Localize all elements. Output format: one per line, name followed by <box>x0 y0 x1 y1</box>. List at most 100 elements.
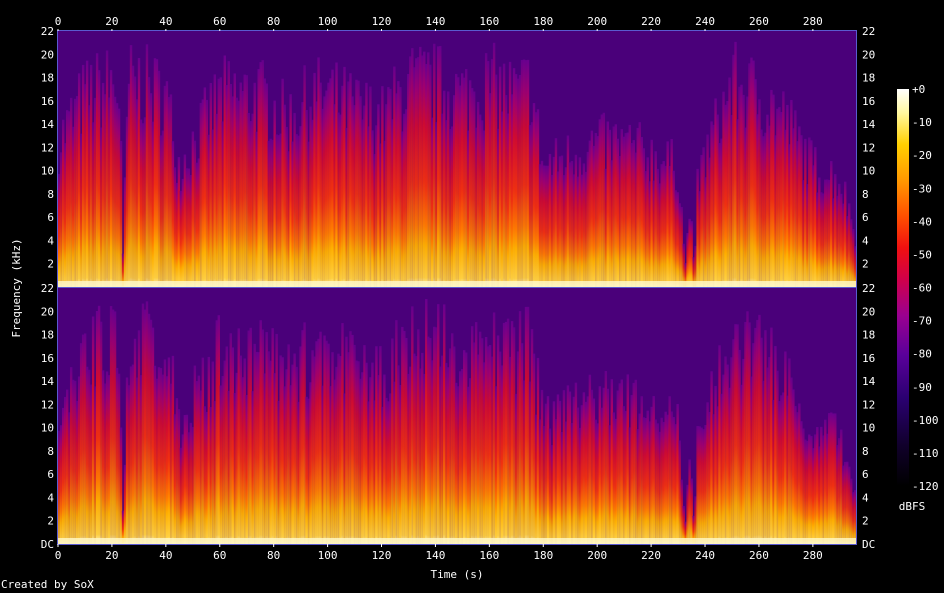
spectrogram-column <box>243 358 246 544</box>
spectrogram-column <box>427 52 430 287</box>
spectrogram-column <box>596 136 600 287</box>
spectrogram-column <box>508 61 512 287</box>
spectrogram-column <box>562 175 566 287</box>
spectrogram-column <box>313 356 316 544</box>
x-tick-label-bottom: 200 <box>587 549 607 562</box>
spectrogram-column <box>498 66 502 287</box>
spectrogram-column <box>564 421 568 544</box>
spectrogram-column <box>373 400 376 544</box>
spectrogram-column <box>738 349 741 544</box>
y-tick-label-left: 2 <box>47 515 54 528</box>
y-tick-label-right: 10 <box>862 165 875 178</box>
colorbar-tick-label: -120 <box>912 480 939 493</box>
spectrogram-column <box>750 57 753 287</box>
spectrogram-column <box>754 327 757 544</box>
spectrogram-column <box>608 425 612 544</box>
spectrogram-column <box>552 156 556 287</box>
spectrogram-column <box>331 352 334 544</box>
spectrogram-column <box>734 324 737 544</box>
spectrogram-column <box>261 329 264 544</box>
spectrogram-column <box>295 134 298 287</box>
x-tick-label-top: 280 <box>803 15 823 28</box>
spectrogram-column <box>251 113 254 287</box>
spectrogram-column <box>219 77 222 287</box>
spectrogram-column <box>508 356 512 544</box>
spectrogram-column <box>822 435 825 544</box>
x-tick-label-bottom: 0 <box>55 549 62 562</box>
spectrogram-column <box>748 63 751 287</box>
spectrogram-column <box>427 336 430 544</box>
spectrogram-column <box>397 81 400 287</box>
spectrogram-column <box>732 339 735 544</box>
spectrogram-column <box>722 91 725 287</box>
spectrogram-column <box>666 141 669 287</box>
spectrogram-column <box>379 346 382 544</box>
spectrogram-column <box>720 138 723 287</box>
spectrogram-column <box>263 78 266 287</box>
spectrogram-column <box>828 179 831 287</box>
spectrogram-column <box>820 192 823 287</box>
spectrogram-column <box>453 346 456 544</box>
spectrogram-column <box>343 393 346 544</box>
spectrogram-column <box>189 175 193 287</box>
spectrogram-column <box>263 373 266 544</box>
spectrogram-column <box>854 490 856 544</box>
spectrogram-column <box>235 372 238 544</box>
spectrogram-column <box>175 398 179 544</box>
spectrogram-column <box>197 375 201 544</box>
spectrogram-column <box>818 446 821 544</box>
spectrogram-column <box>413 67 416 287</box>
spectrogram-column <box>682 505 685 544</box>
spectrogram-column <box>339 355 342 544</box>
y-tick-label-right: 8 <box>862 445 869 458</box>
spectrogram-column <box>245 394 248 544</box>
spectrogram-column <box>766 367 769 544</box>
spectrogram-column <box>688 218 691 287</box>
spectrogram-column <box>706 402 709 544</box>
x-tick-label-bottom: 100 <box>318 549 338 562</box>
spectrogram-column <box>682 243 685 287</box>
spectrogram-column <box>698 426 701 544</box>
spectrogram-column <box>670 411 673 544</box>
spectrogram-column <box>443 90 446 287</box>
spectrogram-column <box>65 110 69 287</box>
spectrogram-column <box>780 112 783 287</box>
spectrogram-column <box>516 78 520 287</box>
spectrogram-column <box>836 445 839 544</box>
spectrogram-column <box>331 69 334 287</box>
spectrogram-column <box>369 377 372 544</box>
spectrogram-column <box>305 110 308 287</box>
spectrogram-column <box>339 114 342 287</box>
y-tick-label-right: 16 <box>862 352 875 365</box>
spectrogram-column <box>524 306 528 544</box>
spectrogram-column <box>285 126 288 287</box>
spectrogram-column <box>634 152 637 287</box>
spectrogram-column <box>516 351 520 544</box>
spectrogram-column <box>500 365 504 544</box>
spectrogram-column <box>309 382 312 544</box>
spectrogram-column <box>574 382 578 544</box>
spectrogram-column <box>207 134 211 287</box>
spectrogram-column <box>109 70 113 287</box>
spectrogram-column <box>93 97 97 287</box>
spectrogram-column <box>812 165 815 287</box>
spectrogram-column <box>530 329 534 544</box>
spectrogram-column <box>267 140 270 287</box>
spectrogram-column <box>710 121 713 287</box>
spectrogram-column <box>744 321 747 544</box>
spectrogram-column <box>540 389 544 544</box>
spectrogram-column <box>744 127 747 287</box>
colorbar-tick-label: -100 <box>912 414 939 427</box>
spectrogram-column <box>718 345 721 544</box>
spectrogram-column <box>752 60 755 287</box>
spectrogram-column <box>634 379 637 544</box>
spectrogram-column <box>61 119 65 287</box>
spectrogram-column <box>514 393 518 544</box>
spectrogram-column <box>323 335 326 544</box>
spectrogram-column <box>387 401 390 544</box>
spectrogram-column <box>716 406 719 544</box>
spectrogram-column <box>512 327 516 544</box>
spectrogram-column <box>115 367 119 544</box>
spectrogram-column <box>786 104 789 287</box>
spectrogram-column <box>706 134 709 287</box>
